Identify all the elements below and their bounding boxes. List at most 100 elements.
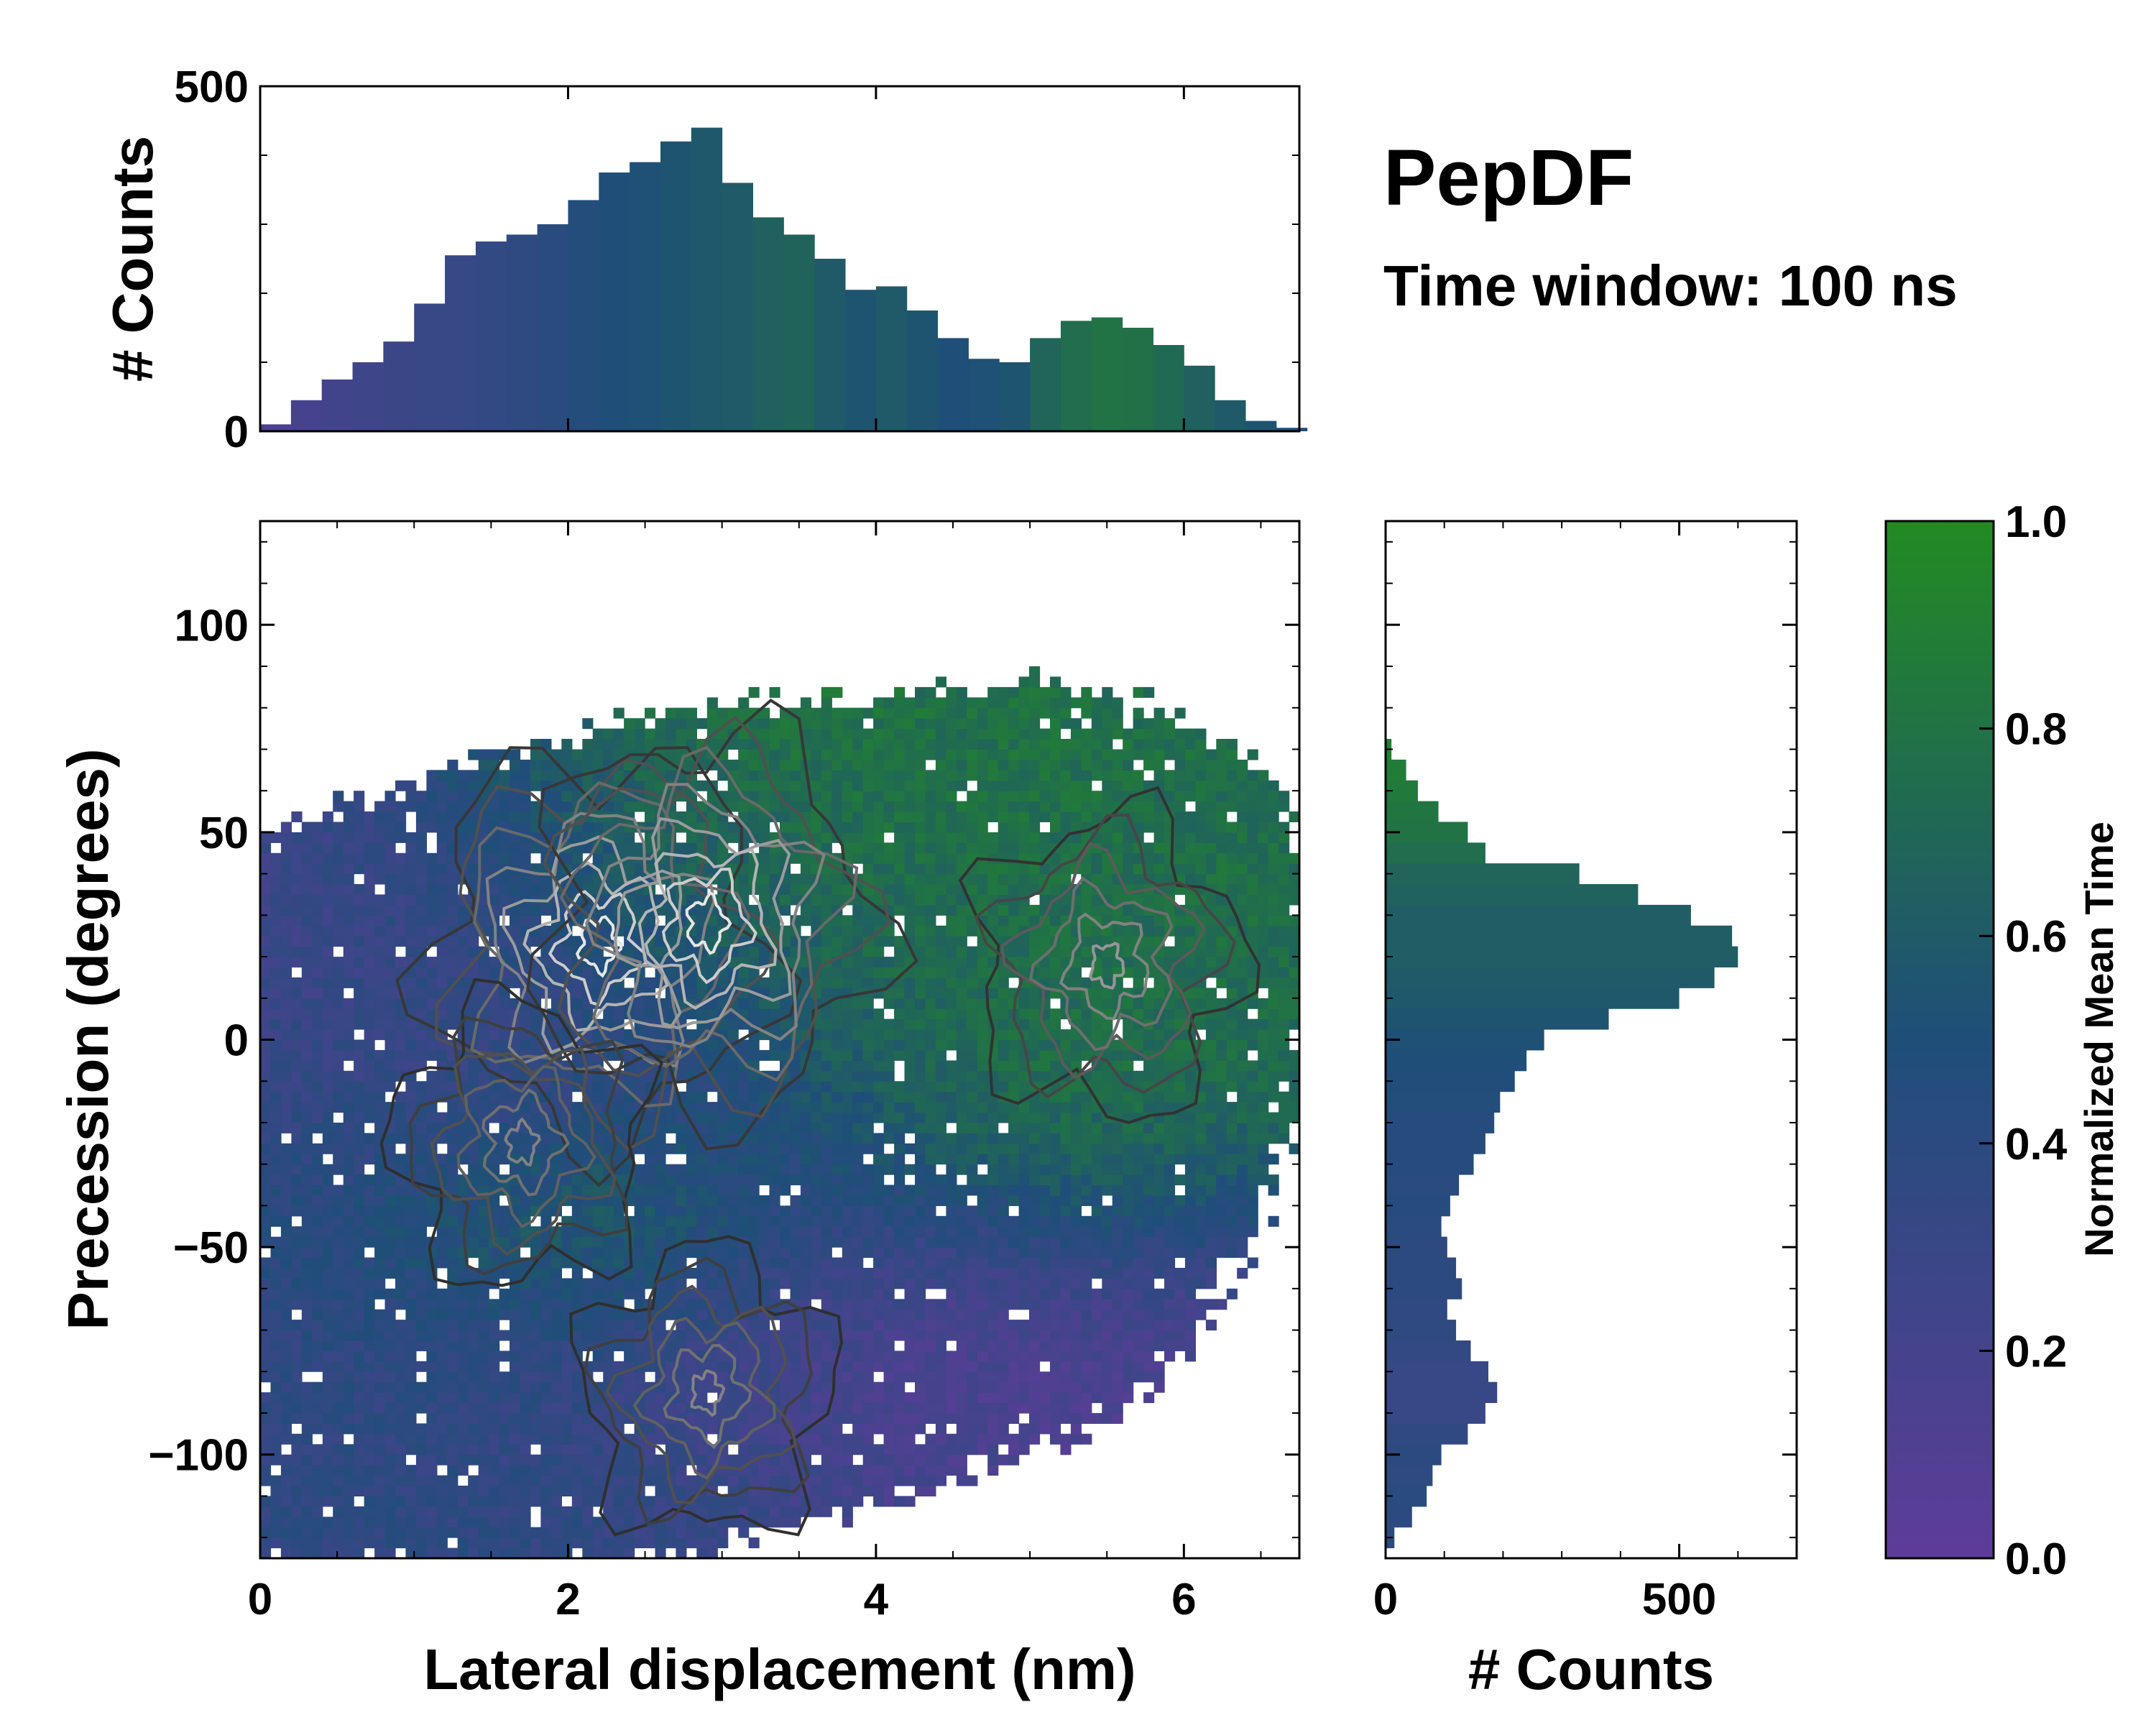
heatmap-cell [301,863,313,875]
heatmap-cell [790,1330,801,1341]
heatmap-cell [883,1433,895,1445]
heatmap-cell [384,977,396,988]
heatmap-cell [426,957,438,968]
heatmap-cell [915,925,926,937]
heatmap-cell [603,1247,614,1259]
heatmap-cell [790,1070,801,1082]
heatmap-cell [550,1288,562,1300]
heatmap-cell [426,1496,438,1507]
heatmap-cell [354,1278,365,1289]
heatmap-cell [322,894,333,906]
heatmap-cell [665,1381,676,1393]
heatmap-cell [333,1102,344,1113]
heatmap-cell [447,1392,459,1404]
heatmap-cell [364,1133,375,1144]
heatmap-cell [852,977,864,988]
heatmap-cell [852,728,864,740]
heatmap-cell [478,1371,489,1383]
heatmap-cell [333,1340,344,1351]
heatmap-cell [270,1112,282,1123]
heatmap-cell [821,1039,832,1051]
heatmap-cell [384,1371,396,1383]
heatmap-cell [842,1320,853,1331]
heatmap-cell [405,1392,417,1404]
heatmap-cell [717,1154,729,1165]
heatmap-cell [592,1184,604,1196]
heatmap-cell [447,811,459,822]
heatmap-cell [343,1423,354,1435]
heatmap-cell [925,791,936,802]
heatmap-cell [873,1039,885,1051]
heatmap-cell [946,1174,957,1186]
heatmap-cell [613,832,625,843]
heatmap-cell [946,1268,957,1279]
heatmap-cell [800,1164,811,1175]
heatmap-cell [915,759,926,770]
heatmap-cell [405,915,417,926]
heatmap-cell [312,1506,323,1517]
heatmap-cell [821,1247,832,1259]
heatmap-cell [354,1547,365,1558]
heatmap-cell [748,1049,760,1061]
heatmap-cell [665,1527,676,1538]
heatmap-cell [883,718,895,730]
heatmap-cell [468,1486,479,1496]
heatmap-cell [270,988,282,999]
heatmap-cell [613,1215,625,1227]
heatmap-cell [894,1392,906,1404]
heatmap-cell [301,1018,313,1030]
heatmap-cell [384,988,396,999]
heatmap-cell [915,822,926,833]
heatmap-cell [935,791,946,802]
heatmap-cell [384,1226,396,1238]
heatmap-cell [395,863,407,875]
heatmap-cell [862,1226,874,1238]
heatmap-cell [374,1102,386,1113]
heatmap-cell [946,1465,957,1476]
heatmap-cell [270,863,282,875]
heatmap-cell [384,1527,396,1538]
heatmap-cell [426,1174,438,1186]
heatmap-cell [343,1236,354,1248]
heatmap-cell [343,1402,354,1414]
heatmap-cell [354,1133,365,1144]
heatmap-cell [415,1039,427,1051]
heatmap-cell [530,759,542,770]
heatmap-cell [862,811,874,822]
heatmap-cell [260,852,272,864]
heatmap-cell [550,1517,562,1528]
heatmap-cell [571,1247,583,1259]
heatmap-cell [530,749,542,760]
heatmap-cell [946,1392,957,1404]
heatmap-cell [603,1236,614,1248]
heatmap-cell [582,1236,594,1248]
heatmap-cell [468,873,479,885]
heatmap-cell [676,1454,687,1466]
heatmap-cell [769,1268,780,1279]
heatmap-cell [510,1371,521,1383]
heatmap-cell [343,1330,354,1341]
heatmap-cell [415,1340,427,1351]
heatmap-cell [769,1205,780,1217]
heatmap-cell [530,1174,542,1186]
heatmap-cell [738,977,750,988]
heatmap-cell [634,1351,645,1362]
heatmap-cell [312,1537,323,1549]
heatmap-cell [842,1133,853,1144]
heatmap-cell [811,1392,822,1404]
heatmap-cell [852,1361,864,1372]
heatmap-cell [426,1029,438,1041]
heatmap-cell [676,1247,687,1259]
heatmap-cell [291,1029,303,1041]
heatmap-cell [510,915,521,926]
heatmap-cell [540,1143,552,1154]
heatmap-cell [478,904,489,916]
heatmap-cell [925,780,936,791]
heatmap-cell [489,1008,500,1020]
heatmap-cell [645,1039,656,1051]
heatmap-cell [862,1164,874,1175]
heatmap-cell [489,1309,500,1320]
heatmap-cell [322,1486,333,1496]
heatmap-cell [790,884,801,895]
heatmap-cell [915,1102,926,1113]
